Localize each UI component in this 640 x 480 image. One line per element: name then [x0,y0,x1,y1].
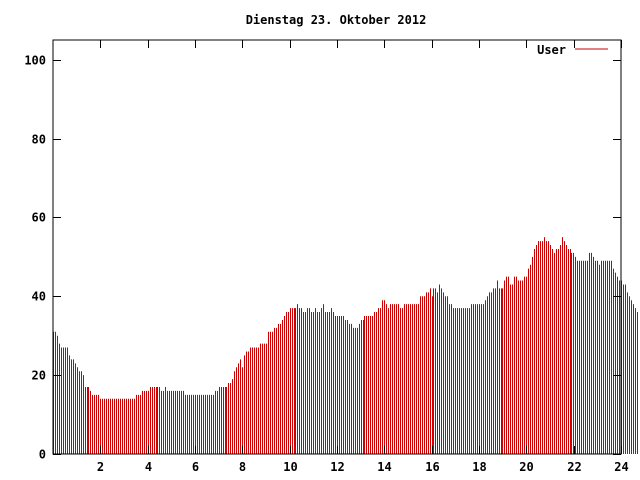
y-tick-label: 20 [32,369,46,383]
legend-label-user: User [537,43,566,57]
y-tick-label: 100 [24,54,46,68]
series-user-bars [53,237,638,454]
y-tick-label: 0 [39,448,46,462]
x-tick-label: 24 [614,460,628,474]
x-axis: 2 4 6 8 10 12 14 16 18 20 22 24 [97,40,629,474]
x-tick-label: 14 [377,460,391,474]
x-tick-label: 20 [519,460,533,474]
chart-title: Dienstag 23. Oktober 2012 [246,13,427,27]
x-tick-label: 16 [425,460,439,474]
x-tick-label: 18 [472,460,486,474]
x-tick-label: 10 [283,460,297,474]
y-tick-label: 80 [32,133,46,147]
legend: User [537,43,608,57]
x-tick-label: 6 [192,460,199,474]
y-axis: 0 20 40 60 80 100 [24,54,621,462]
x-tick-label: 4 [145,460,152,474]
x-tick-label: 8 [239,460,246,474]
x-tick-label: 2 [97,460,104,474]
y-tick-label: 40 [32,290,46,304]
y-tick-label: 60 [32,211,46,225]
x-tick-label: 12 [330,460,344,474]
x-tick-label: 22 [567,460,581,474]
